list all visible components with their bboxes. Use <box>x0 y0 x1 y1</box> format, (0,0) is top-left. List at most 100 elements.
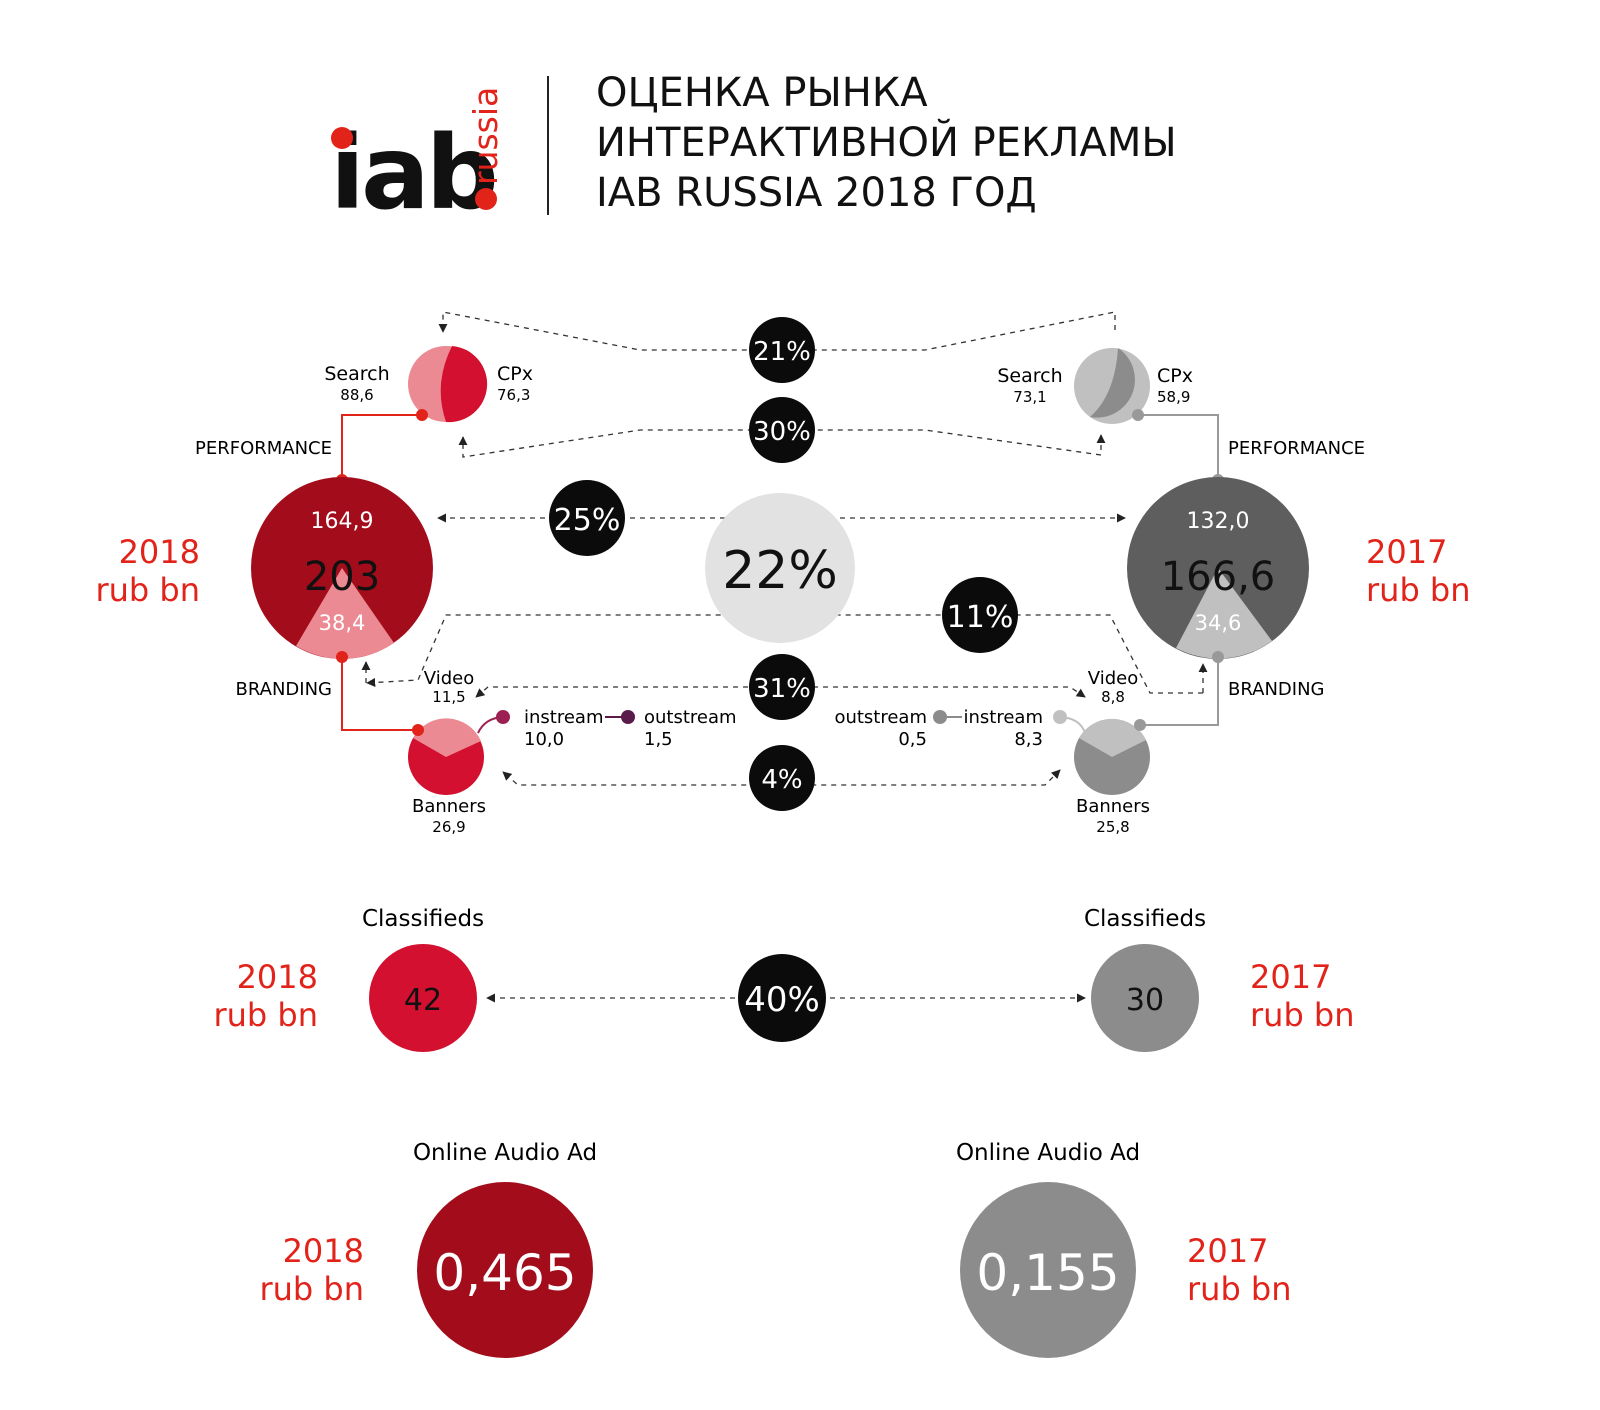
search-cpx-pie-2018 <box>408 346 488 423</box>
instream-2017-value: 8,3 <box>1014 729 1043 750</box>
node-2018-search <box>416 409 428 421</box>
growth-search-circle <box>749 317 815 383</box>
growth-branding-value: 11% <box>947 600 1014 635</box>
instream-2017-label: instream <box>964 707 1044 728</box>
branding-2017-value: 34,6 <box>1195 611 1242 635</box>
banners-2018-value: 26,9 <box>432 818 465 836</box>
tree-lines-2017 <box>1138 414 1219 726</box>
year-2017-side: 2017 rub bn Search 73,1 CPx 58,9 PERFORM… <box>834 348 1471 1358</box>
label-2018-year: 2018 <box>119 533 200 571</box>
growth-branding-circle <box>942 577 1018 653</box>
audio-2017-year: 2017 <box>1187 1232 1268 1270</box>
cpx-2017-value: 58,9 <box>1157 388 1190 406</box>
branding-2017-label: BRANDING <box>1228 679 1325 700</box>
classifieds-2017-circle <box>1091 944 1199 1052</box>
instream-2018-value: 10,0 <box>524 729 564 750</box>
growth-search-value: 21% <box>753 337 811 367</box>
search-2018-label: Search <box>324 363 389 385</box>
growth-performance-circle <box>549 480 625 556</box>
classifieds-2018-label: Classifieds <box>362 906 484 932</box>
growth-video-value: 31% <box>753 674 811 704</box>
performance-2017-value: 132,0 <box>1187 509 1250 534</box>
tree-lines-2018 <box>341 414 422 731</box>
search-2018-value: 88,6 <box>340 386 373 404</box>
growth-banners-value: 4% <box>761 765 802 795</box>
cpx-2018-value: 76,3 <box>497 386 530 404</box>
audio-2017-circle <box>960 1182 1136 1358</box>
classifieds-2018-circle <box>369 944 477 1052</box>
node-2017-branding <box>1212 651 1224 663</box>
pie-2017-video-slice <box>1079 718 1146 757</box>
node-2017-banners <box>1134 719 1146 731</box>
performance-2017-label: PERFORMANCE <box>1228 438 1365 459</box>
banners-video-pie-2017 <box>1074 718 1150 795</box>
node-2017-cpx <box>1132 409 1144 421</box>
audio-2017-value: 0,155 <box>976 1244 1119 1302</box>
total-2017-value: 166,6 <box>1161 554 1276 600</box>
branding-2018-label: BRANDING <box>236 679 333 700</box>
classifieds-2018-unit: rub bn <box>213 996 318 1034</box>
classifieds-2017-value: 30 <box>1126 983 1164 1018</box>
classifieds-2017-unit: rub bn <box>1250 996 1355 1034</box>
label-2017-unit: rub bn <box>1366 571 1471 609</box>
performance-2018-value: 164,9 <box>311 509 374 534</box>
main-pie-2018 <box>251 477 433 659</box>
year-2018-side: 2018 rub bn Search 88,6 CPx 76,3 PERFORM… <box>95 346 737 1358</box>
node-2018-banners <box>412 724 424 736</box>
logo-text: iab <box>330 114 495 233</box>
outstream-2018-label: outstream <box>644 707 737 728</box>
outstream-2018-dot <box>621 710 635 724</box>
header: iab russia ОЦЕНКА РЫНКА ИНТЕРАКТИВНОЙ РЕ… <box>330 70 1177 233</box>
banners-2017-value: 25,8 <box>1096 818 1129 836</box>
instream-2017-dot <box>1053 710 1067 724</box>
search-2017-label: Search <box>997 365 1062 387</box>
node-2018-branding <box>336 651 348 663</box>
logo-dot-bottom <box>475 188 497 210</box>
header-title-line-3: IAB RUSSIA 2018 ГОД <box>596 170 1037 216</box>
video-2018-value: 11,5 <box>432 688 465 706</box>
growth-classifieds-circle <box>738 954 826 1042</box>
logo-dot-top <box>331 127 353 149</box>
growth-banners-circle <box>749 745 815 811</box>
video-2018-label: Video <box>424 668 474 689</box>
label-2018-unit: rub bn <box>95 571 200 609</box>
banners-video-pie-2018 <box>408 718 484 795</box>
pie-2017-branding <box>1176 568 1272 659</box>
banners-2017-label: Banners <box>1076 796 1150 817</box>
iab-russia-logo: iab russia <box>330 87 505 233</box>
pie-2018-branding <box>296 568 394 659</box>
audio-2018-unit: rub bn <box>259 1270 364 1308</box>
branding-2018-value: 38,4 <box>319 611 366 635</box>
audio-2018-label: Online Audio Ad <box>413 1140 597 1166</box>
growth-performance-value: 25% <box>554 503 621 538</box>
video-2017-value: 8,8 <box>1101 688 1125 706</box>
banners-2018-label: Banners <box>412 796 486 817</box>
classifieds-2018-year: 2018 <box>237 958 318 996</box>
performance-2018-label: PERFORMANCE <box>195 438 332 459</box>
label-2017-year: 2017 <box>1366 533 1447 571</box>
growth-badges: 22% 21% 30% 25% 11% 31% 4% 40% <box>549 317 1018 1042</box>
classifieds-2018-value: 42 <box>404 983 442 1018</box>
total-2018-value: 203 <box>304 554 380 600</box>
audio-2017-unit: rub bn <box>1187 1270 1292 1308</box>
cpx-2017-label: CPx <box>1157 365 1193 387</box>
video-2017-label: Video <box>1088 668 1138 689</box>
header-title-line-2: ИНТЕРАКТИВНОЙ РЕКЛАМЫ <box>596 118 1177 166</box>
growth-classifieds-value: 40% <box>744 980 820 1020</box>
audio-2017-label: Online Audio Ad <box>956 1140 1140 1166</box>
classifieds-2017-label: Classifieds <box>1084 906 1206 932</box>
header-title-line-1: ОЦЕНКА РЫНКА <box>596 70 928 116</box>
classifieds-2017-year: 2017 <box>1250 958 1331 996</box>
logo-subtext: russia <box>466 87 505 185</box>
audio-2018-value: 0,465 <box>433 1244 576 1302</box>
outstream-2018-value: 1,5 <box>644 729 673 750</box>
growth-total-value: 22% <box>722 541 838 601</box>
growth-total-circle <box>705 493 855 643</box>
audio-2018-circle <box>417 1182 593 1358</box>
growth-video-circle <box>749 654 815 720</box>
growth-cpx-circle <box>749 397 815 463</box>
outstream-2017-value: 0,5 <box>898 729 927 750</box>
pie-2018-cpx-slice <box>440 346 488 423</box>
pie-2018-video-slice <box>413 718 481 757</box>
